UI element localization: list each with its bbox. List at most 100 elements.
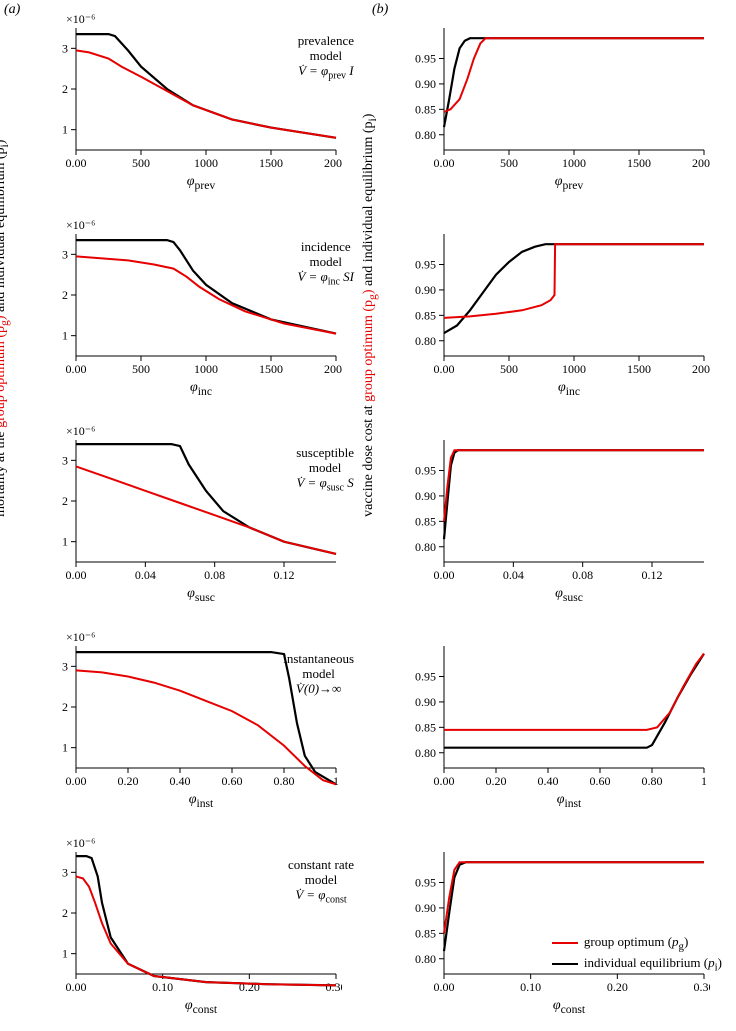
ytick-label: 2 bbox=[62, 700, 68, 714]
line-group bbox=[444, 862, 704, 933]
xtick-label: 2000 bbox=[692, 156, 710, 170]
xtick-label: 0.08 bbox=[204, 568, 225, 582]
line-group bbox=[444, 244, 704, 318]
xlabel: φconst bbox=[410, 998, 728, 1016]
xlabel: φinst bbox=[410, 792, 728, 810]
ytick-label: 0.85 bbox=[415, 514, 436, 528]
xtick-label: 0.80 bbox=[642, 774, 663, 788]
xlabel: φsusc bbox=[42, 586, 360, 604]
xtick-label: 1000 bbox=[562, 362, 586, 376]
model-label-susc: susceptiblemodelV̇ = φsusc S bbox=[296, 446, 354, 494]
legend-label-indiv: individual equilibrium (pi) bbox=[584, 955, 722, 974]
legend-label-group: group optimum (pg) bbox=[584, 934, 688, 953]
ytick-label: 0.80 bbox=[415, 746, 436, 760]
plot-right-susc: 0.800.850.900.950.000.040.080.12φsusc bbox=[410, 424, 728, 600]
xtick-label: 0.04 bbox=[135, 568, 156, 582]
line-individual bbox=[444, 450, 704, 539]
line-group bbox=[444, 38, 704, 112]
xtick-label: 500 bbox=[500, 156, 518, 170]
xtick-label: 1 bbox=[701, 774, 707, 788]
ytick-label: 0.90 bbox=[415, 901, 436, 915]
y-exponent-label: ×10⁻⁶ bbox=[66, 836, 95, 851]
plots-b: 0.800.850.900.950.00500100015002000φprev… bbox=[410, 12, 728, 1012]
xtick-label: 500 bbox=[132, 362, 150, 376]
plot-right-inst: 0.800.850.900.950.000.200.400.600.801φin… bbox=[410, 630, 728, 806]
y-exponent-label: ×10⁻⁶ bbox=[66, 218, 95, 233]
column-a: mortality at the group optimum (pg) and … bbox=[0, 0, 368, 1031]
figure: (a) (b) mortality at the group optimum (… bbox=[0, 0, 736, 1031]
xtick-label: 0.30 bbox=[694, 980, 711, 994]
xtick-label: 0.20 bbox=[118, 774, 139, 788]
legend-swatch-black bbox=[552, 963, 578, 965]
xtick-label: 0.20 bbox=[607, 980, 628, 994]
y-exponent-label: ×10⁻⁶ bbox=[66, 424, 95, 439]
xtick-label: 0.10 bbox=[152, 980, 173, 994]
xtick-label: 0.12 bbox=[274, 568, 295, 582]
ytick-label: 2 bbox=[62, 288, 68, 302]
xtick-label: 1000 bbox=[562, 156, 586, 170]
ytick-label: 0.80 bbox=[415, 334, 436, 348]
plot-left-inc: 1230.00500100015002000φinc×10⁻⁶incidence… bbox=[42, 218, 360, 394]
xlabel: φinst bbox=[42, 792, 360, 810]
legend-item-indiv: individual equilibrium (pi) bbox=[552, 955, 722, 974]
xtick-label: 0.00 bbox=[434, 156, 455, 170]
ytick-label: 3 bbox=[62, 453, 68, 467]
xlabel: φprev bbox=[42, 174, 360, 192]
legend: group optimum (pg) individual equilibrium… bbox=[552, 934, 722, 975]
plot-left-prev: 1230.00500100015002000φprev×10⁻⁶prevalen… bbox=[42, 12, 360, 188]
xlabel: φconst bbox=[42, 998, 360, 1016]
xtick-label: 0.40 bbox=[538, 774, 559, 788]
xtick-label: 0.20 bbox=[486, 774, 507, 788]
legend-swatch-red bbox=[552, 942, 578, 944]
xtick-label: 2000 bbox=[324, 362, 342, 376]
ytick-label: 0.95 bbox=[415, 52, 436, 66]
xtick-label: 1 bbox=[333, 774, 339, 788]
xtick-label: 1500 bbox=[259, 362, 283, 376]
xtick-label: 2000 bbox=[692, 362, 710, 376]
line-group bbox=[444, 654, 704, 730]
y-exponent-label: ×10⁻⁶ bbox=[66, 630, 95, 645]
xtick-label: 500 bbox=[500, 362, 518, 376]
xtick-label: 2000 bbox=[324, 156, 342, 170]
ytick-label: 3 bbox=[62, 659, 68, 673]
chart-svg: 0.800.850.900.950.00500100015002000 bbox=[410, 218, 710, 394]
plot-right-const: 0.800.850.900.950.000.100.200.30φconstgr… bbox=[410, 836, 728, 1012]
ytick-label: 0.95 bbox=[415, 670, 436, 684]
xtick-label: 0.60 bbox=[222, 774, 243, 788]
model-label-prev: prevalencemodelV̇ = φprev I bbox=[298, 34, 354, 82]
ytick-label: 3 bbox=[62, 865, 68, 879]
xtick-label: 0.00 bbox=[434, 774, 455, 788]
plot-left-susc: 1230.000.040.080.12φsusc×10⁻⁶susceptible… bbox=[42, 424, 360, 600]
ytick-label: 2 bbox=[62, 906, 68, 920]
xtick-label: 0.04 bbox=[503, 568, 524, 582]
xtick-label: 0.60 bbox=[590, 774, 611, 788]
line-individual bbox=[444, 244, 704, 333]
xlabel: φprev bbox=[410, 174, 728, 192]
xtick-label: 0.00 bbox=[66, 568, 87, 582]
xtick-label: 0.00 bbox=[66, 362, 87, 376]
ytick-label: 0.90 bbox=[415, 77, 436, 91]
line-individual bbox=[444, 38, 704, 127]
xtick-label: 1500 bbox=[627, 156, 651, 170]
ytick-label: 0.85 bbox=[415, 926, 436, 940]
xtick-label: 1000 bbox=[194, 156, 218, 170]
xtick-label: 0.00 bbox=[434, 362, 455, 376]
ytick-label: 0.80 bbox=[415, 128, 436, 142]
xtick-label: 0.12 bbox=[642, 568, 663, 582]
xtick-label: 0.40 bbox=[170, 774, 191, 788]
ytick-label: 1 bbox=[62, 329, 68, 343]
line-group bbox=[444, 450, 704, 521]
ytick-label: 0.85 bbox=[415, 720, 436, 734]
ytick-label: 0.90 bbox=[415, 695, 436, 709]
xlabel: φinc bbox=[410, 380, 728, 398]
chart-svg: 0.800.850.900.950.00500100015002000 bbox=[410, 12, 710, 188]
ytick-label: 0.95 bbox=[415, 258, 436, 272]
xtick-label: 0.00 bbox=[434, 568, 455, 582]
xlabel: φsusc bbox=[410, 586, 728, 604]
xtick-label: 0.08 bbox=[572, 568, 593, 582]
chart-svg: 0.800.850.900.950.000.100.200.30 bbox=[410, 836, 710, 1012]
xtick-label: 1500 bbox=[627, 362, 651, 376]
xtick-label: 0.30 bbox=[326, 980, 343, 994]
model-label-inc: incidencemodelV̇ = φinc SI bbox=[298, 240, 354, 288]
xtick-label: 0.10 bbox=[520, 980, 541, 994]
